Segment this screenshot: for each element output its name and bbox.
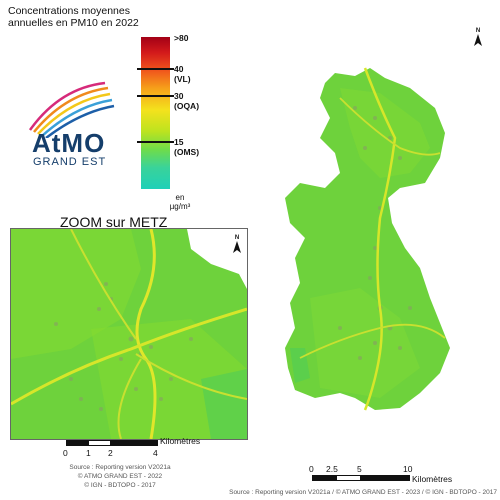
legend-label-max: >80: [174, 33, 189, 43]
legend-color-bar: [141, 37, 170, 189]
legend-tick-40: [137, 68, 174, 70]
legend-tick-30: [137, 95, 174, 97]
logo-subtitle: GRAND EST: [33, 156, 107, 168]
legend-label-15: 15 (OMS): [174, 137, 200, 157]
legend-label-30: 30 (OQA): [174, 91, 200, 111]
main-scale-tick-0: 0: [309, 464, 314, 474]
zoom-map-metz[interactable]: N: [10, 228, 248, 440]
legend-unit: en µg/m³: [169, 193, 191, 211]
north-arrow-icon: [233, 241, 241, 253]
zoom-scale-unit: Kilomètres: [160, 436, 201, 446]
main-north-label: N: [475, 28, 481, 34]
logo-name: AtMO: [32, 128, 106, 158]
legend-label-40: 40 (VL): [174, 64, 191, 84]
map-title: Concentrations moyennes annuelles en PM1…: [8, 5, 139, 29]
main-scale-unit: Kilomètres: [412, 474, 453, 484]
main-scale-bar: [312, 475, 410, 481]
main-scale-tick-5: 5: [357, 464, 362, 474]
zoom-map-image: [11, 229, 247, 439]
zoom-scale-bar: [66, 440, 158, 446]
main-map[interactable]: [280, 48, 455, 413]
main-scale-tick-10: 10: [403, 464, 413, 474]
legend-tick-15: [137, 141, 174, 143]
main-map-image: [285, 67, 450, 411]
zoom-scale-tick-1: 1: [86, 448, 91, 458]
zoom-scale-tick-2: 2: [108, 448, 113, 458]
zoom-title: ZOOM sur METZ: [60, 214, 168, 230]
zoom-source: Source : Reporting version V2021a © ATMO…: [69, 464, 171, 489]
logo-swoosh-icon: [28, 81, 115, 138]
main-source: Source : Reporting version V2021a / © AT…: [229, 489, 497, 496]
zoom-north-label: N: [234, 235, 240, 241]
atmo-logo: AtMO GRAND EST: [20, 78, 130, 168]
zoom-scale-tick-0: 0: [63, 448, 68, 458]
main-scale-tick-2-5: 2.5: [326, 464, 338, 474]
zoom-scale-tick-4: 4: [153, 448, 158, 458]
zoom-north-arrow: N: [233, 235, 241, 255]
main-north-arrow: N: [474, 28, 482, 48]
north-arrow-icon: [474, 34, 482, 46]
